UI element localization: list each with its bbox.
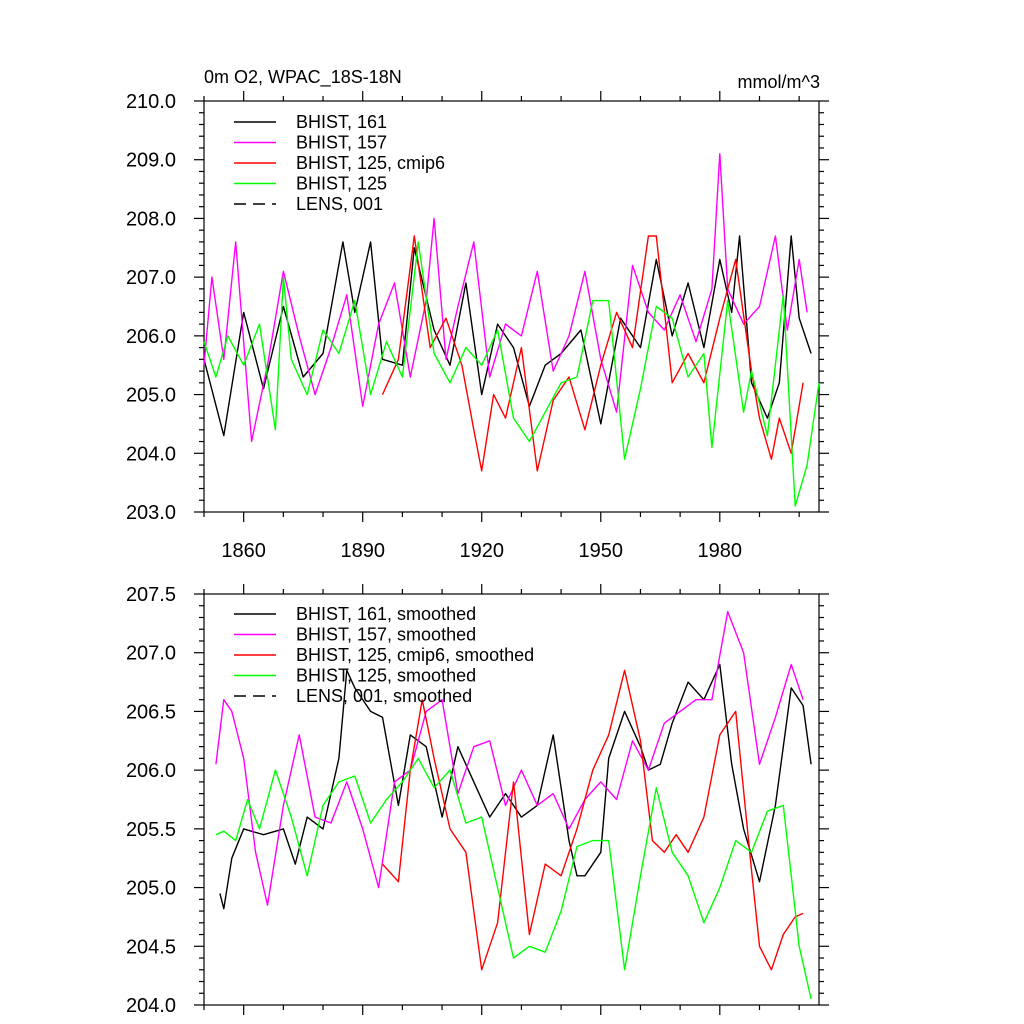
y-tick-label: 207.0 [126, 267, 176, 289]
series-line [203, 153, 808, 443]
top-panel-x-tick-labels: 1860 1890 1920 1950 1980 [221, 540, 742, 562]
y-tick-label: 208.0 [126, 208, 176, 230]
x-tick-label: 1950 [579, 540, 624, 562]
y-tick-label: 204.5 [126, 936, 176, 958]
top-panel: 0m O2, WPAC_18S-18N mmol/m^3 203.0204.02… [126, 67, 829, 562]
bottom-panel: 204.0 204.5 205.0 205.5 206.0 206.5 207.0 207.5… [126, 584, 829, 1017]
series-line [219, 663, 812, 910]
series-line [203, 235, 812, 437]
y-tick-label: 203.0 [126, 502, 176, 524]
y-tick-label: 207.5 [126, 584, 176, 606]
legend-label: BHIST, 161, smoothed [296, 604, 476, 624]
y-tick-label: 204.0 [126, 995, 176, 1017]
top-plot-frame [203, 100, 820, 513]
legend-label: BHIST, 125, smoothed [296, 666, 476, 686]
y-tick-label: 206.0 [126, 760, 176, 782]
bottom-panel-y-tick-labels: 204.0 204.5 205.0 205.5 206.0 206.5 207.0 207.5 [126, 584, 176, 1017]
x-tick-label: 1860 [221, 540, 266, 562]
top-panel-title: 0m O2, WPAC_18S-18N [204, 67, 402, 88]
top-panel-y-tick-labels: 203.0 204.0 205.0 206.0 207.0 208.0 209.0 210.0 [126, 91, 176, 524]
y-tick-label: 204.0 [126, 443, 176, 465]
x-tick-label: 1980 [698, 540, 743, 562]
legend-label: BHIST, 125, cmip6, smoothed [296, 645, 534, 665]
y-tick-label: 206.5 [126, 701, 176, 723]
series-line [215, 757, 812, 1000]
y-tick-label: 207.0 [126, 643, 176, 665]
x-tick-label: 1920 [459, 540, 504, 562]
legend-label: BHIST, 161 [296, 112, 387, 132]
top-panel-ticks [194, 91, 829, 522]
x-tick-label: 1890 [340, 540, 385, 562]
top-panel-units: mmol/m^3 [738, 72, 820, 92]
y-tick-label: 210.0 [126, 91, 176, 113]
y-tick-label: 205.5 [126, 819, 176, 841]
y-tick-label: 205.0 [126, 385, 176, 407]
legend-label: BHIST, 125, cmip6 [296, 153, 445, 173]
legend-label: BHIST, 157 [296, 133, 387, 153]
legend-label: BHIST, 157, smoothed [296, 625, 476, 645]
series-line [381, 669, 804, 971]
y-tick-label: 205.0 [126, 878, 176, 900]
bottom-panel-ticks [194, 584, 829, 1015]
bottom-plot-frame [203, 593, 820, 1006]
series-line [215, 610, 804, 906]
y-tick-label: 206.0 [126, 326, 176, 348]
legend-label: LENS, 001 [296, 194, 383, 214]
legend-label: BHIST, 125 [296, 174, 387, 194]
legend-label: LENS, 001, smoothed [296, 686, 472, 706]
bottom-panel-series [215, 610, 812, 1000]
series-line [203, 241, 820, 507]
y-tick-label: 209.0 [126, 150, 176, 172]
top-panel-series [203, 153, 820, 507]
